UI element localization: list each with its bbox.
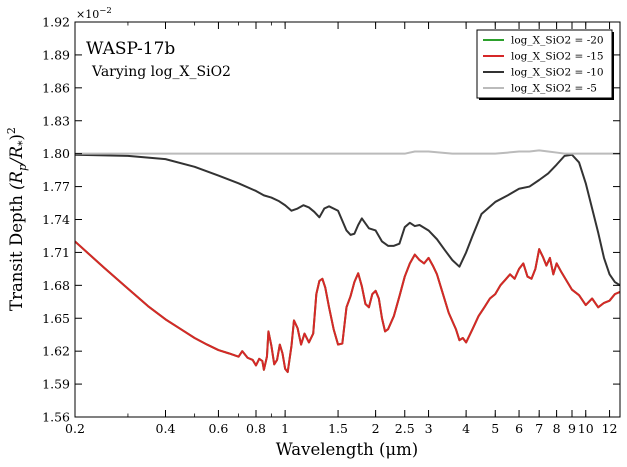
x-tick-label: 5 [491,421,499,436]
legend-box [476,29,613,99]
x-tick-label: 9 [568,421,576,436]
y-tick-label: 1.80 [42,146,70,161]
legend-label: log_X_SiO2 = -5 [511,83,597,95]
x-tick-label: 7 [535,421,543,436]
y-tick-label: 1.83 [42,113,70,128]
legend-label: log_X_SiO2 = -15 [511,51,604,63]
x-tick-label: 0.2 [65,421,85,436]
plot-area [75,149,620,374]
x-tick-label: 1.5 [328,421,348,436]
y-axis-label: Transit Depth (Rp/R*)2 [5,127,29,311]
x-tick-label: 2 [372,421,380,436]
x-tick-label: 3 [425,421,433,436]
y-tick-label: 1.74 [42,212,70,227]
x-tick-label: 10 [578,421,594,436]
x-tick-label: 12 [602,421,618,436]
y-tick-label: 1.89 [42,47,70,62]
axis-ticks: 0.2 0.4 0.6 0.8 1 1.5 2 2.5 3 4 5 6 7 8 9 10 12 1.56 1.59 1… [42,15,620,436]
y-tick-label: 1.62 [42,344,70,359]
series-line-log-x-sio2-15 [75,240,620,374]
y-tick-label: 1.56 [42,410,70,425]
chart-title: WASP-17b [86,39,175,59]
y-tick-label: 1.77 [42,179,70,194]
x-tick-label: 0.4 [156,421,176,436]
chart-subtitle: Varying log_X_SiO2 [91,64,231,80]
y-tick-label: 1.92 [42,15,70,30]
y-tick-label: 1.86 [42,80,70,95]
series-line-log-x-sio2-5 [75,149,620,155]
y-offset-label: ×10−2 [76,6,112,21]
x-tick-label: 6 [515,421,523,436]
y-tick-label: 1.71 [42,245,70,260]
legend: log_X_SiO2 = -20 log_X_SiO2 = -15 log_X_Si… [476,29,614,100]
y-tick-label: 1.65 [42,311,70,326]
y-tick-label: 1.68 [42,278,70,293]
x-tick-label: 0.6 [208,421,228,436]
x-tick-label: 8 [553,421,561,436]
legend-label: log_X_SiO2 = -20 [511,35,604,47]
x-tick-label: 0.8 [246,421,266,436]
y-tick-label: 1.59 [42,377,70,392]
legend-label: log_X_SiO2 = -10 [511,67,604,79]
x-axis-label: Wavelength (μm) [276,440,418,459]
x-tick-label: 4 [462,421,470,436]
series-line-log-x-sio2-10 [75,153,620,287]
x-tick-label: 2.5 [395,421,415,436]
x-tick-label: 1 [281,421,289,436]
